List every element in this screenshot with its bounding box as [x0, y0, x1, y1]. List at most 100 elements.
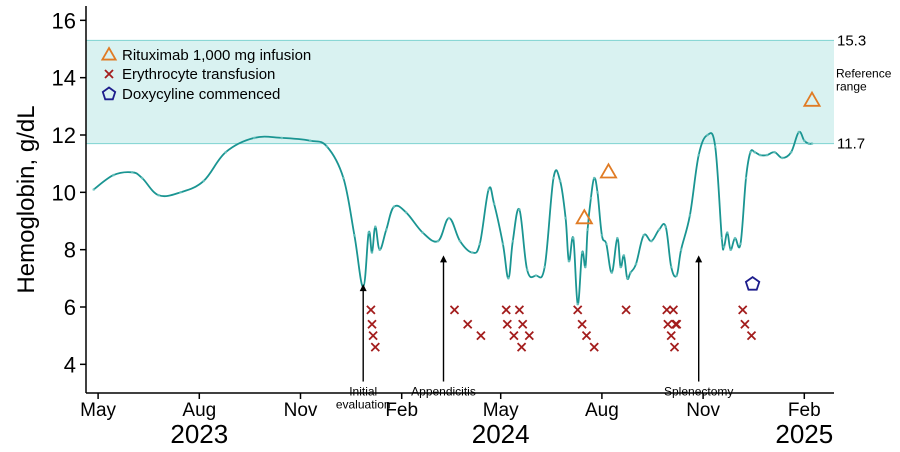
transfusion-marker [589, 342, 599, 352]
hemoglobin-point [140, 176, 144, 180]
hemoglobin-point [567, 259, 571, 263]
y-tick-label: 14 [52, 66, 76, 91]
x-tick-label: Aug [182, 400, 216, 421]
hemoglobin-point [552, 176, 555, 180]
transfusion-marker [524, 331, 534, 341]
hemoglobin-points [92, 130, 814, 306]
hemoglobin-point [713, 145, 717, 148]
hemoglobin-point [744, 176, 748, 180]
hemoglobin-point [803, 139, 806, 142]
hemoglobin-point [179, 191, 182, 194]
hemoglobin-point [253, 136, 256, 140]
hemoglobin-point [385, 228, 388, 231]
hemoglobin-point [436, 239, 440, 243]
transfusion-marker [501, 305, 511, 315]
hemoglobin-point [558, 179, 562, 183]
transfusion-marker [370, 342, 380, 352]
doxycycline-marker [744, 275, 761, 291]
hemoglobin-point [605, 242, 608, 246]
hemoglobin-point [507, 277, 510, 280]
hemoglobin-point [130, 171, 134, 174]
y-tick-label: 4 [64, 352, 76, 377]
hemoglobin-point [753, 150, 757, 154]
hemoglobin-point [511, 239, 515, 243]
annotation-label: Initial [349, 385, 377, 399]
hemoglobin-point [202, 179, 205, 183]
legend-label: Erythrocyte transfusion [122, 66, 275, 83]
transfusion-marker [573, 305, 583, 315]
transfusion-marker [746, 331, 757, 341]
legend: Rituximab 1,000 mg infusion Erythrocyte t… [100, 46, 311, 103]
annotation-label: Appendicitis [411, 385, 476, 399]
hemoglobin-point [664, 225, 667, 228]
rituximab-marker [575, 208, 594, 225]
hemoglobin-point [781, 156, 784, 160]
hemoglobin-point [722, 245, 726, 249]
y-axis-label: Hemoglobin, g/dL [13, 105, 40, 293]
transfusion-marker [666, 331, 676, 341]
hemoglobin-point [584, 265, 587, 269]
axes: 4 6 8 10 12 14 16 May Aug Nov Feb May Aug Nov Feb 202… [13, 6, 834, 449]
legend-label: Rituximab 1,000 mg infusion [122, 47, 311, 64]
transfusion-marker [621, 305, 631, 315]
hemoglobin-point [92, 188, 95, 191]
hemoglobin-point [657, 228, 661, 231]
x-tick-label: Nov [284, 400, 318, 421]
hemoglobin-point [342, 176, 345, 180]
y-tick-label: 16 [52, 8, 76, 33]
legend-rituximab-symbol [100, 46, 118, 61]
reference-range-label: Reference range [836, 67, 895, 94]
reference-range-label-line2: range [836, 80, 867, 94]
hemoglobin-point [157, 193, 160, 197]
hemoglobin-point [733, 236, 737, 240]
hemoglobin-point [487, 188, 490, 191]
hemoglobin-point [325, 145, 329, 148]
hemoglobin-point [470, 251, 474, 254]
hemoglobin-point [404, 211, 408, 214]
hemoglobin-point [739, 242, 742, 246]
hemoglobin-point [370, 251, 374, 254]
hemoglobin-point [807, 142, 810, 145]
hemoglobin-point [625, 277, 629, 280]
transfusion-marker [518, 319, 528, 329]
hemoglobin-point [447, 216, 451, 220]
reference-range-layer: 15.3 11.7 Reference range [86, 32, 895, 153]
hemoglobin-series [92, 130, 814, 306]
hemoglobin-point [679, 248, 683, 251]
transfusion-marker [669, 342, 680, 352]
annotation-label: evaluation [336, 398, 391, 412]
hemoglobin-point [629, 271, 632, 274]
hemoglobin-point [592, 176, 596, 180]
transfusion-marker [514, 305, 525, 315]
hemoglobin-point [534, 274, 538, 277]
hemoglobin-point [543, 265, 546, 269]
x-tick-label: May [483, 400, 519, 421]
y-ticks: 4 6 8 10 12 14 16 [52, 8, 86, 377]
hemoglobin-point [697, 153, 700, 157]
hemoglobin-point [580, 251, 584, 254]
transfusion-marker [449, 305, 460, 315]
hemoglobin-point [392, 205, 396, 208]
hemoglobin-point [669, 265, 673, 269]
hemoglobin-point [797, 130, 801, 134]
transfusion-marker [516, 342, 527, 352]
hemoglobin-point [619, 265, 622, 269]
transfusion-marker [581, 331, 592, 341]
legend-label: Doxycyline commenced [122, 86, 280, 103]
hemoglobin-point [492, 202, 496, 206]
legend-transfusion-symbol [104, 69, 114, 79]
hemoglobin-point [688, 214, 692, 217]
hemoglobin-point [280, 136, 284, 140]
x-tick-label: Feb [385, 400, 418, 421]
hemoglobin-point [576, 302, 579, 306]
rituximab-marker [599, 162, 618, 179]
reference-low-label: 11.7 [837, 136, 865, 153]
hemoglobin-point [610, 271, 614, 274]
transfusion-marker [463, 319, 473, 329]
y-tick-label: 8 [64, 238, 76, 263]
y-tick-label: 12 [52, 123, 76, 148]
hemoglobin-point [518, 208, 521, 211]
transfusion-marker [738, 305, 748, 315]
